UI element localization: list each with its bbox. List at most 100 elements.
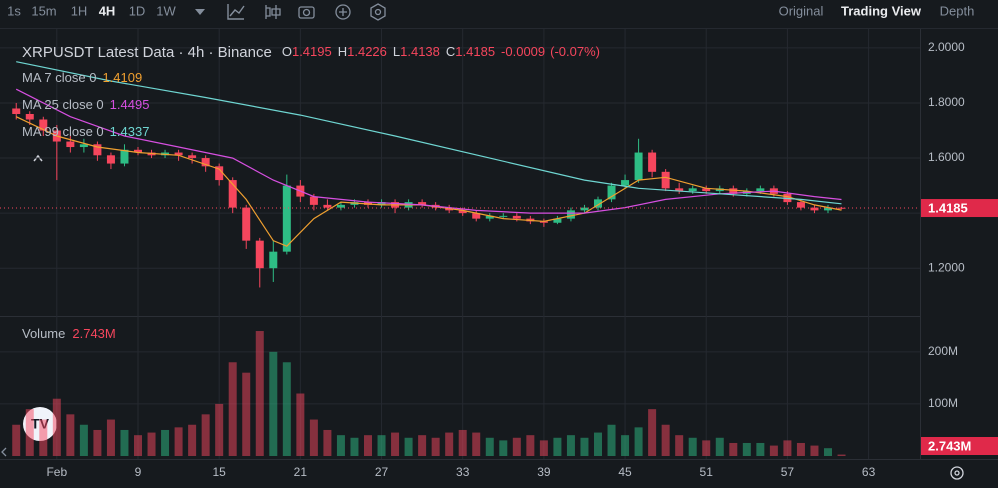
candle-body xyxy=(255,240,264,269)
candle-body xyxy=(566,210,575,219)
candle-body xyxy=(66,141,75,148)
volume-bar xyxy=(106,419,115,456)
price-label: 1.4185 xyxy=(928,200,968,215)
volume-bar xyxy=(134,435,142,456)
view-tab[interactable]: Original xyxy=(779,3,824,18)
volume-bar xyxy=(756,442,765,456)
candle-body xyxy=(553,218,562,223)
candle-body xyxy=(336,204,345,208)
volume-bar xyxy=(783,440,792,456)
candle-body xyxy=(323,204,332,208)
chart-type-icon[interactable] xyxy=(265,5,281,19)
candle-body xyxy=(282,185,291,252)
volume-bar xyxy=(79,424,88,456)
candle-body xyxy=(215,166,224,181)
volume-bar xyxy=(810,445,819,456)
add-icon[interactable] xyxy=(335,4,351,20)
volume-bar xyxy=(66,414,75,456)
candle-body xyxy=(810,207,819,211)
volume-bar xyxy=(391,432,400,456)
volume-bar xyxy=(594,432,602,456)
volume-bar xyxy=(188,424,197,456)
ohlc-value: 1.4226 xyxy=(347,44,387,59)
interval-tab[interactable]: 1s xyxy=(7,3,21,18)
volume-title: Volume xyxy=(22,326,65,341)
candle-body xyxy=(580,207,589,211)
collapse-icon[interactable] xyxy=(33,154,43,162)
candle-body xyxy=(79,144,88,148)
candle-body xyxy=(661,171,670,189)
volume-bar xyxy=(12,424,21,456)
volume-bar xyxy=(309,419,318,456)
ma-value: 1.4495 xyxy=(110,97,150,112)
volume-bar xyxy=(512,437,521,456)
volume-bar xyxy=(174,427,183,456)
view-tab[interactable]: Depth xyxy=(940,3,975,18)
candle-body xyxy=(377,202,386,205)
candle-body xyxy=(188,155,197,159)
volume-bar xyxy=(715,437,724,456)
view-tab[interactable]: Trading View xyxy=(841,3,922,18)
x-tick-label: 9 xyxy=(135,465,142,479)
indicator-icon[interactable] xyxy=(227,4,245,20)
volume-bar xyxy=(418,435,427,456)
candle-body xyxy=(485,215,494,219)
screenshot-icon[interactable] xyxy=(298,6,315,19)
ohlc-key: C xyxy=(446,44,455,59)
ma-name: MA 7 close 0 xyxy=(22,70,96,85)
y-tick-label: 200M xyxy=(928,344,958,358)
x-tick-label: 39 xyxy=(537,465,551,479)
y-tick-label: 2.0000 xyxy=(928,40,965,54)
settings-icon[interactable] xyxy=(370,3,386,21)
candle-body xyxy=(120,149,129,164)
volume-bar xyxy=(688,437,697,456)
y-tick-label: 100M xyxy=(928,396,958,410)
volume-bar xyxy=(39,419,48,456)
axis-settings-icon[interactable] xyxy=(950,466,964,480)
x-tick-label: 63 xyxy=(862,465,876,479)
y-tick-label: 1.2000 xyxy=(928,260,965,274)
volume-bar xyxy=(526,435,535,456)
x-tick-label: Feb xyxy=(46,465,67,479)
candle-body xyxy=(201,158,210,167)
candle-body xyxy=(39,119,48,131)
candle-body xyxy=(418,202,427,205)
interval-tab[interactable]: 1H xyxy=(71,3,88,18)
volume-bar xyxy=(269,351,278,456)
interval-tab[interactable]: 15m xyxy=(31,3,56,18)
volume-value: 2.743M xyxy=(72,326,115,341)
volume-bar xyxy=(675,435,684,456)
candle-body xyxy=(472,213,481,219)
x-tick-label: 27 xyxy=(375,465,389,479)
volume-bar xyxy=(323,429,332,456)
candle-body xyxy=(594,199,602,208)
ma-legend: MA 7 close 0 1.4109 xyxy=(22,70,142,85)
candle-body xyxy=(607,185,616,200)
ma-name: MA 25 close 0 xyxy=(22,97,104,112)
interval-tab[interactable]: 1D xyxy=(129,3,146,18)
volume-bar xyxy=(120,429,129,456)
candle-body xyxy=(512,215,521,219)
interval-tab[interactable]: 1W xyxy=(156,3,176,18)
volume-bar xyxy=(93,429,102,456)
candle-body xyxy=(756,188,765,192)
volume-bar xyxy=(445,432,454,456)
candle-body xyxy=(634,152,643,181)
volume-label: 2.743M xyxy=(928,438,971,453)
candle-body xyxy=(837,207,846,209)
candle-body xyxy=(458,210,467,214)
dropdown-icon[interactable] xyxy=(195,9,205,15)
volume-bar xyxy=(702,440,711,456)
candle-body xyxy=(134,149,142,153)
x-tick-label: 33 xyxy=(456,465,470,479)
volume-bar xyxy=(215,403,224,456)
interval-tab[interactable]: 4H xyxy=(99,3,116,18)
volume-bar xyxy=(729,442,738,456)
candle-body xyxy=(228,180,237,208)
x-tick-label: 15 xyxy=(212,465,226,479)
change-value: -0.0009 xyxy=(501,44,545,59)
volume-bar xyxy=(661,424,670,456)
scroll-left-icon[interactable] xyxy=(1,447,7,457)
ohlc-key: O xyxy=(282,44,292,59)
volume-bar xyxy=(282,362,291,456)
